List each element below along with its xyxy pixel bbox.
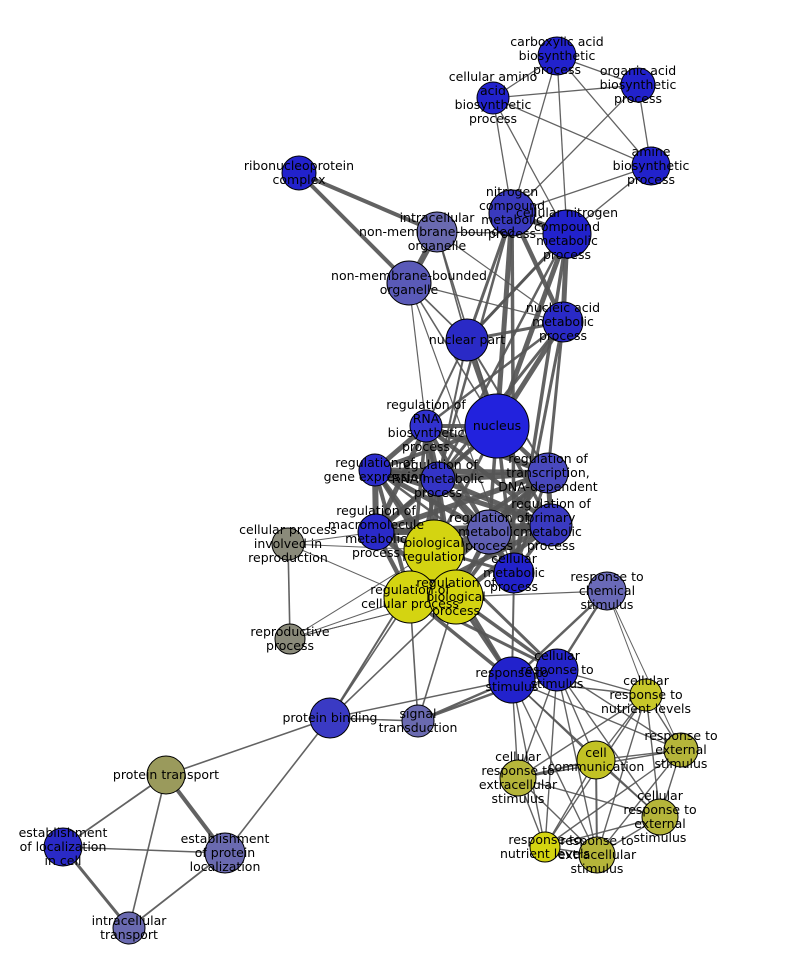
graph-node-biological_regulation[interactable] <box>403 519 465 581</box>
graph-edge <box>517 694 647 779</box>
graph-edge <box>297 171 411 285</box>
graph-edge <box>492 97 652 167</box>
graph-edge <box>329 596 457 719</box>
graph-edge <box>492 84 639 99</box>
graph-node-establishment_of_protein_localization[interactable] <box>204 832 246 874</box>
graph-edge <box>329 679 513 719</box>
graph-node-signal_transduction[interactable] <box>401 704 435 738</box>
graph-edge <box>224 717 331 854</box>
graph-node-establishment_of_localization_in_cell[interactable] <box>43 827 83 867</box>
graph-edge <box>375 470 549 535</box>
graph-node-regulation_of_primary_metabolic[interactable] <box>529 503 573 547</box>
graph-node-cellular_response_to_nutrient_levels[interactable] <box>629 678 663 712</box>
graph-node-cellular_amino_acid_biosynthetic[interactable] <box>476 81 510 115</box>
graph-node-cell_communication[interactable] <box>576 740 616 780</box>
graph-edge <box>546 321 565 474</box>
graph-node-non_membrane_bounded_organelle[interactable] <box>386 260 432 306</box>
graph-node-protein_transport[interactable] <box>146 755 186 795</box>
graph-edge <box>62 846 226 854</box>
graph-node-intracellular_non_membrane_bounded_organelle[interactable] <box>416 211 458 253</box>
graph-node-regulation_of_gene_expression[interactable] <box>358 453 392 487</box>
graph-node-cellular_response_to_external_stimulus[interactable] <box>641 798 679 836</box>
graph-node-response_to_stimulus[interactable] <box>488 656 536 704</box>
graph-edge <box>511 55 558 214</box>
graph-node-regulation_of_biological_process[interactable] <box>428 569 484 625</box>
graph-node-regulation_of_rna_metabolic[interactable] <box>420 461 456 497</box>
graph-edge <box>492 97 568 235</box>
graph-node-response_to_chemical_stimulus[interactable] <box>587 571 627 611</box>
graph-node-nuclear_part[interactable] <box>445 318 489 362</box>
graph-node-nucleus[interactable] <box>464 393 530 459</box>
graph-node-cellular_response_to_stimulus[interactable] <box>535 648 579 692</box>
graph-edge <box>596 749 682 856</box>
graph-edge <box>556 55 568 235</box>
graph-edge <box>517 777 661 818</box>
graph-edge <box>556 55 652 167</box>
graph-node-response_to_external_stimulus[interactable] <box>663 732 699 768</box>
graph-node-response_to_extracellular_stimulus[interactable] <box>578 836 616 874</box>
graph-node-protein_binding[interactable] <box>309 697 351 739</box>
graph-node-intracellular_transport[interactable] <box>112 911 146 945</box>
graph-edge <box>374 467 549 476</box>
graph-node-cellular_process_involved_in_reproduction[interactable] <box>271 527 305 561</box>
graph-edge <box>494 233 570 427</box>
graph-edge <box>511 679 682 751</box>
graph-edge <box>298 171 438 234</box>
graph-edge <box>645 694 661 818</box>
graph-edge <box>544 749 682 848</box>
graph-node-cellular_response_to_extracellular_stimulus[interactable] <box>499 759 537 797</box>
graph-node-ribonucleoprotein_complex[interactable] <box>281 155 317 191</box>
graph-edge <box>511 165 652 214</box>
graph-edge <box>596 694 647 856</box>
graph-edge <box>436 231 564 323</box>
graph-node-regulation_of_rna_biosynthetic[interactable] <box>409 409 443 443</box>
graph-edge <box>408 282 564 323</box>
graph-node-nucleic_acid_metabolic[interactable] <box>542 301 584 343</box>
graph-node-reproductive_process[interactable] <box>274 623 306 655</box>
edge-layer <box>61 55 682 929</box>
graph-edge <box>128 774 167 929</box>
graph-node-cellular_nitrogen_compound_metabolic[interactable] <box>542 209 592 259</box>
graph-edge <box>165 717 331 776</box>
graph-edge <box>544 816 661 848</box>
graph-node-regulation_of_cellular_process[interactable] <box>383 570 437 624</box>
graph-node-regulation_of_metabolic_process[interactable] <box>466 509 512 555</box>
graph-edge <box>606 590 682 751</box>
graph-node-amine_biosynthetic[interactable] <box>631 146 671 186</box>
graph-node-regulation_of_transcription_dna_dependent[interactable] <box>527 452 569 494</box>
graph-node-regulation_of_macromolecule_metabolic[interactable] <box>357 513 395 551</box>
graph-node-nitrogen_compound_metabolic[interactable] <box>488 189 536 237</box>
graph-edge <box>544 669 558 848</box>
graph-edge <box>408 282 427 427</box>
node-layer <box>43 36 699 945</box>
graph-edge <box>62 774 167 848</box>
graph-node-organic_acid_biosynthetic[interactable] <box>620 67 656 103</box>
graph-edge <box>511 84 639 214</box>
graph-node-cellular_metabolic_process[interactable] <box>493 552 535 594</box>
graph-node-response_to_nutrient_levels[interactable] <box>529 831 561 863</box>
graph-edge <box>556 669 682 751</box>
graph-node-carboxylic_acid_biosynthetic[interactable] <box>537 36 577 76</box>
graph-edge <box>511 679 598 856</box>
graph-edge <box>374 467 552 528</box>
graph-edge <box>494 212 515 427</box>
graph-edge <box>425 321 564 427</box>
